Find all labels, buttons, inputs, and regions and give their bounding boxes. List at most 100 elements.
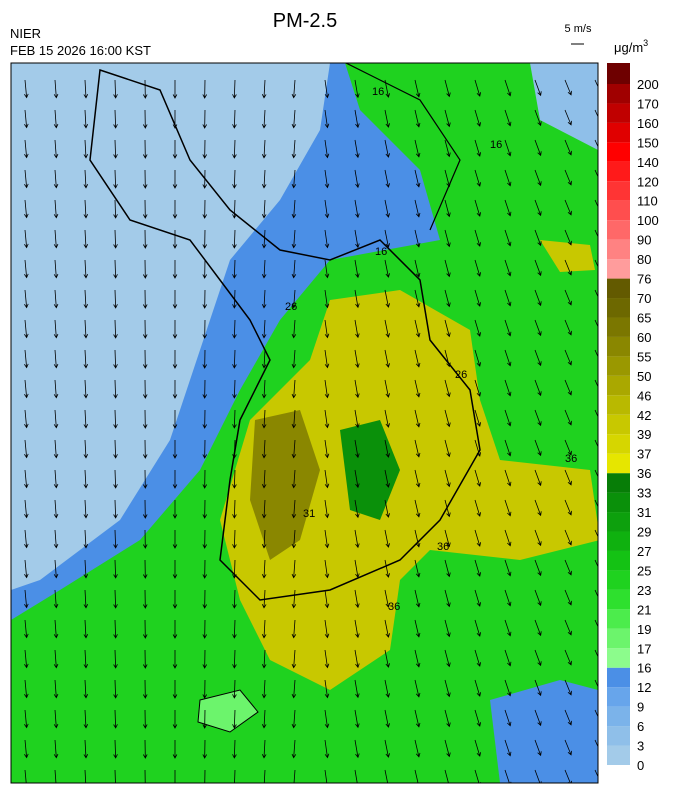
wind-arrow	[24, 349, 29, 369]
wind-arrow	[24, 289, 29, 309]
wind-arrow	[261, 139, 267, 159]
wind-arrow	[354, 679, 360, 699]
wind-arrow	[83, 289, 89, 309]
colorbar-label: 200	[637, 77, 659, 92]
wind-arrow	[564, 769, 572, 783]
wind-arrow	[232, 349, 237, 369]
wind-arrow	[24, 589, 29, 609]
wind-arrow	[504, 139, 512, 157]
colorbar-label: 16	[637, 661, 651, 676]
colorbar-label: 170	[637, 96, 659, 111]
colorbar-segment	[607, 512, 630, 532]
wind-arrow	[202, 529, 207, 549]
wind-arrow	[444, 379, 451, 398]
wind-arrow	[534, 679, 542, 697]
wind-arrow	[474, 109, 482, 127]
wind-arrow	[291, 199, 297, 219]
wind-arrow	[53, 619, 59, 639]
wind-arrow	[83, 349, 89, 369]
wind-arrow	[474, 139, 482, 157]
colorbar-segment	[607, 122, 630, 143]
wind-arrow	[113, 709, 118, 729]
wind-arrow	[534, 139, 542, 157]
wind-arrow	[534, 169, 542, 187]
wind-arrow	[172, 499, 178, 519]
wind-arrow	[113, 109, 118, 129]
contour-label: 16	[490, 139, 502, 151]
wind-arrow	[291, 619, 297, 639]
wind-arrow	[354, 169, 360, 189]
wind-arrow	[474, 589, 482, 607]
wind-arrow	[504, 739, 512, 757]
wind-arrow	[564, 439, 572, 456]
wind-arrow	[113, 409, 118, 429]
colorbar-segment	[607, 414, 630, 435]
wind-arrow	[594, 559, 598, 568]
wind-arrow	[24, 439, 29, 459]
wind-arrow	[384, 229, 391, 248]
wind-arrow	[354, 259, 360, 279]
colorbar-segment	[607, 103, 630, 123]
wind-arrow	[142, 409, 148, 429]
wind-arrow	[24, 559, 29, 579]
contour-label: 16	[375, 246, 387, 258]
wind-arrow	[474, 709, 482, 727]
island	[197, 689, 259, 733]
wind-arrow	[324, 499, 330, 519]
wind-arrow	[444, 109, 451, 128]
wind-arrow	[232, 739, 237, 759]
wind-arrow	[444, 589, 451, 608]
colorbar-segment	[607, 726, 630, 746]
wind-arrow	[474, 619, 482, 637]
wind-arrow	[24, 199, 29, 219]
wind-arrow	[232, 469, 237, 489]
wind-arrow	[474, 469, 482, 487]
wind-arrow	[291, 589, 297, 609]
wind-arrow	[414, 169, 421, 188]
wind-arrow	[261, 439, 267, 459]
wind-arrow	[24, 139, 29, 159]
wind-arrow	[444, 229, 451, 248]
wind-arrow	[564, 529, 572, 546]
wind-arrow	[202, 109, 207, 129]
colorbar-label: 110	[637, 194, 658, 209]
wind-arrow	[83, 409, 89, 429]
wind-arrow	[354, 529, 360, 549]
wind-arrow	[354, 649, 360, 669]
wind-arrow	[474, 229, 482, 247]
wind-arrow	[53, 169, 59, 189]
wind-arrow	[202, 349, 207, 369]
wind-arrow	[564, 139, 572, 156]
wind-arrow	[202, 499, 207, 519]
blue-se	[490, 680, 598, 783]
colorbar: 0369121617192123252729313336373942465055…	[607, 63, 659, 773]
wind-arrow	[202, 379, 207, 399]
wind-arrow	[474, 289, 482, 307]
wind-arrow	[261, 559, 267, 579]
wind-arrow	[24, 499, 29, 519]
wind-arrow	[204, 769, 206, 783]
wind-arrow	[384, 379, 391, 398]
wind-arrow	[324, 319, 330, 339]
wind-arrow	[534, 349, 542, 367]
wind-arrow	[474, 259, 482, 277]
wind-arrow	[534, 589, 542, 607]
wind-arrow	[534, 559, 542, 577]
colorbar-label: 36	[637, 466, 651, 481]
wind-arrow	[444, 169, 451, 188]
wind-arrow	[53, 469, 59, 489]
wind-arrow	[504, 469, 512, 487]
wind-arrow	[291, 679, 297, 699]
wind-arrow	[414, 739, 421, 758]
wind-arrow	[384, 469, 391, 488]
wind-arrow	[142, 229, 148, 249]
wind-arrow	[142, 499, 148, 519]
colorbar-label: 90	[637, 233, 651, 248]
wind-arrow	[414, 649, 421, 668]
wind-arrow	[291, 259, 297, 279]
wind-arrow	[534, 499, 542, 517]
wind-arrow	[202, 259, 207, 279]
wind-arrow	[202, 469, 207, 489]
wind-arrow	[384, 649, 391, 668]
wind-arrow	[564, 679, 572, 696]
